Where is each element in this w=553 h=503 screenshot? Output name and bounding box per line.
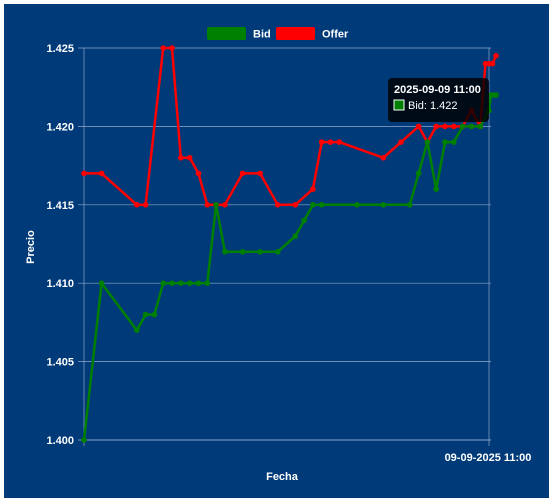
data-point-offer[interactable] (204, 202, 211, 208)
data-point-offer[interactable] (489, 60, 496, 67)
y-axis-label: Precio (25, 230, 37, 264)
tooltip-text: Bid: 1.422 (408, 100, 458, 112)
data-point-bid[interactable] (354, 202, 360, 208)
data-point-offer[interactable] (451, 123, 457, 130)
y-tick-label: 1.420 (46, 121, 74, 133)
line-chart: 1.400 1.405 1.410 1.415 1.420 1.425 Bid Offer… (25, 27, 532, 483)
data-point-bid[interactable] (424, 139, 431, 145)
y-tick-labels: 1.400 1.405 1.410 1.415 1.420 1.425 (46, 43, 74, 447)
legend-swatch-bid (207, 27, 246, 40)
data-point-bid[interactable] (493, 92, 499, 98)
data-point-bid[interactable] (178, 280, 184, 287)
chart-panel: 1.400 1.405 1.410 1.415 1.420 1.425 Bid Offer… (4, 4, 549, 498)
x-tick-label: 09-09-2025 11:00 (445, 452, 532, 464)
data-point-bid[interactable] (380, 202, 387, 208)
data-point-bid[interactable] (310, 202, 316, 208)
data-point-offer[interactable] (222, 202, 228, 208)
data-point-bid[interactable] (468, 123, 475, 130)
data-point-bid[interactable] (292, 233, 299, 239)
data-point-bid[interactable] (186, 280, 193, 287)
data-point-offer[interactable] (98, 170, 105, 177)
legend-item-offer[interactable]: Offer (276, 27, 349, 41)
y-tick-label: 1.410 (46, 278, 74, 290)
data-point-offer[interactable] (195, 170, 202, 177)
data-point-bid[interactable] (415, 170, 422, 177)
data-point-bid[interactable] (151, 311, 158, 318)
data-point-bid[interactable] (81, 437, 87, 443)
legend-label-bid: Bid (253, 29, 271, 41)
data-point-bid[interactable] (213, 202, 219, 208)
tooltip-box (388, 78, 489, 122)
data-point-bid[interactable] (459, 123, 466, 130)
tooltip: 2025-09-09 11:00 Bid: 1.422 (388, 78, 489, 122)
tooltip-swatch (393, 99, 405, 111)
data-point-bid[interactable] (204, 280, 211, 287)
data-point-offer[interactable] (415, 123, 422, 130)
data-point-offer[interactable] (178, 155, 184, 161)
y-tick-label: 1.415 (46, 200, 74, 212)
data-point-offer[interactable] (398, 139, 404, 145)
data-point-offer[interactable] (336, 139, 343, 145)
data-point-bid[interactable] (477, 123, 484, 130)
data-point-bid[interactable] (318, 202, 325, 208)
y-tick-label: 1.425 (46, 43, 74, 55)
data-point-bid[interactable] (257, 249, 263, 255)
data-point-offer[interactable] (142, 202, 149, 208)
data-point-offer[interactable] (318, 139, 325, 145)
data-point-offer[interactable] (493, 53, 499, 59)
legend-label-offer: Offer (322, 29, 349, 41)
data-point-offer[interactable] (134, 202, 140, 208)
legend-item-bid[interactable]: Bid (207, 27, 271, 41)
legend-swatch-offer (276, 27, 315, 40)
y-tick-label: 1.405 (46, 357, 74, 369)
data-point-bid[interactable] (98, 280, 105, 287)
y-tick-label: 1.400 (46, 435, 74, 447)
data-point-bid[interactable] (222, 249, 228, 255)
data-point-bid[interactable] (442, 139, 448, 145)
data-point-offer[interactable] (327, 139, 334, 145)
data-point-bid[interactable] (451, 139, 457, 145)
data-point-offer[interactable] (310, 186, 316, 192)
data-point-bid[interactable] (160, 280, 166, 287)
data-point-offer[interactable] (186, 155, 193, 161)
data-point-bid[interactable] (301, 217, 307, 224)
x-axis-label: Fecha (266, 471, 299, 483)
tooltip-title: 2025-09-09 11:00 (394, 84, 481, 96)
data-point-offer[interactable] (442, 123, 448, 130)
data-point-offer[interactable] (169, 45, 175, 51)
data-point-offer[interactable] (160, 45, 166, 51)
data-point-bid[interactable] (239, 249, 246, 255)
data-point-offer[interactable] (239, 170, 246, 177)
data-point-bid[interactable] (407, 202, 413, 208)
data-point-offer[interactable] (380, 155, 387, 161)
data-point-bid[interactable] (142, 311, 149, 318)
data-point-bid[interactable] (169, 280, 175, 287)
data-point-offer[interactable] (257, 170, 263, 177)
data-point-offer[interactable] (274, 202, 281, 208)
data-point-bid[interactable] (134, 327, 140, 334)
data-point-offer[interactable] (292, 202, 299, 208)
series-line-bid (82, 93, 496, 441)
data-point-offer[interactable] (433, 123, 440, 130)
data-point-offer[interactable] (81, 170, 87, 177)
data-point-bid[interactable] (195, 280, 202, 287)
data-point-bid[interactable] (433, 186, 440, 192)
legend[interactable]: Bid Offer (207, 27, 349, 41)
data-point-bid[interactable] (274, 249, 281, 255)
